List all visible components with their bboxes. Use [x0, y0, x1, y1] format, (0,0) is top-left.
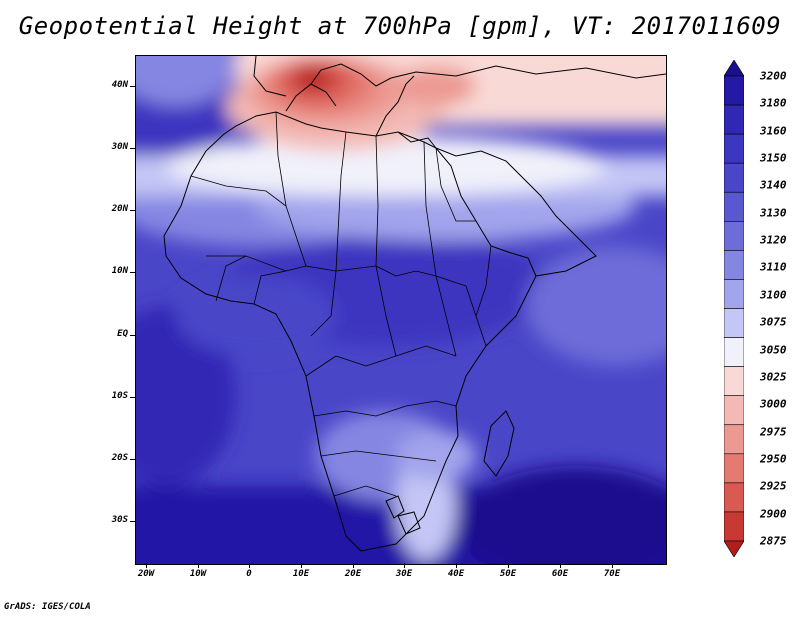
colorbar-label: 3075	[760, 315, 787, 329]
lon-tick	[404, 563, 405, 568]
colorbar-swatch	[724, 250, 744, 280]
lon-label-20w: 20W	[137, 569, 155, 579]
colorbar-label: 3050	[760, 343, 787, 357]
lon-tick	[198, 563, 199, 568]
lon-label-50e: 50E	[499, 569, 517, 579]
colorbar-swatch	[724, 75, 744, 106]
colorbar-swatch	[724, 337, 744, 367]
lat-label-eq: EQ	[117, 329, 128, 339]
colorbar-swatch	[724, 453, 744, 484]
lon-tick	[560, 563, 561, 568]
colorbar-label: 3110	[760, 260, 787, 274]
map-panel	[135, 55, 667, 565]
lat-label-40n: 40N	[111, 80, 128, 90]
lon-label-60e: 60E	[551, 569, 569, 579]
chart-title: Geopotential Height at 700hPa [gpm], VT:…	[18, 12, 782, 40]
colorbar-label: 3140	[760, 178, 787, 192]
colorbar-label: 3180	[760, 96, 787, 110]
colorbar-swatch	[724, 104, 744, 135]
lat-label-30s: 30S	[111, 515, 128, 525]
lon-tick	[301, 563, 302, 568]
lat-label-30n: 30N	[111, 142, 128, 152]
colorbar-label: 3200	[760, 69, 787, 83]
lat-tick	[130, 210, 135, 211]
lon-tick	[612, 563, 613, 568]
lat-tick	[130, 148, 135, 149]
colorbar-swatch	[724, 133, 744, 164]
lon-label-40e: 40E	[447, 569, 465, 579]
colorbar-label: 3130	[760, 206, 787, 220]
lat-tick	[130, 86, 135, 87]
colorbar-label: 3160	[760, 124, 787, 138]
colorbar-swatch	[724, 308, 744, 338]
colorbar-swatch	[724, 279, 744, 309]
colorbar-label: 3150	[760, 151, 787, 165]
lon-label-30e: 30E	[395, 569, 413, 579]
lat-tick	[130, 521, 135, 522]
colorbar-swatch	[724, 395, 744, 426]
colorbar	[724, 60, 744, 557]
colorbar-swatch	[724, 366, 744, 396]
lat-label-20s: 20S	[111, 453, 128, 463]
borders	[190, 111, 492, 497]
lat-label-10s: 10S	[111, 391, 128, 401]
colorbar-swatch	[724, 162, 744, 193]
colorbar-top-arrow	[724, 60, 744, 77]
lat-tick	[130, 459, 135, 460]
lat-label-20n: 20N	[111, 204, 128, 214]
coastlines	[163, 56, 666, 552]
geopotential-field	[136, 56, 666, 564]
lon-tick	[456, 563, 457, 568]
lon-label-0: 0	[246, 569, 252, 579]
colorbar-label: 2875	[760, 534, 787, 548]
colorbar-swatch	[724, 221, 744, 251]
credit-text: GrADS: IGES/COLA	[4, 602, 91, 612]
colorbar-label: 2950	[760, 452, 787, 466]
colorbar-label: 3120	[760, 233, 787, 247]
colorbar-label: 3100	[760, 288, 787, 302]
colorbar-label: 3000	[760, 397, 787, 411]
colorbar-swatch	[724, 424, 744, 455]
colorbar-swatch	[724, 511, 744, 542]
colorbar-swatch	[724, 482, 744, 513]
colorbar-label: 2900	[760, 507, 787, 521]
lon-tick	[146, 563, 147, 568]
lat-label-10n: 10N	[111, 266, 128, 276]
colorbar-label: 3025	[760, 370, 787, 384]
lon-label-10w: 10W	[189, 569, 207, 579]
lat-tick	[130, 335, 135, 336]
colorbar-label: 2975	[760, 425, 787, 439]
lon-tick	[508, 563, 509, 568]
colorbar-bottom-arrow	[724, 540, 744, 557]
lat-tick	[130, 272, 135, 273]
lat-tick	[130, 397, 135, 398]
lon-label-10e: 10E	[292, 569, 310, 579]
colorbar-label: 2925	[760, 479, 787, 493]
lon-label-20e: 20E	[344, 569, 362, 579]
lon-tick	[353, 563, 354, 568]
lon-tick	[249, 563, 250, 568]
colorbar-swatch	[724, 191, 744, 222]
lon-label-70e: 70E	[603, 569, 621, 579]
